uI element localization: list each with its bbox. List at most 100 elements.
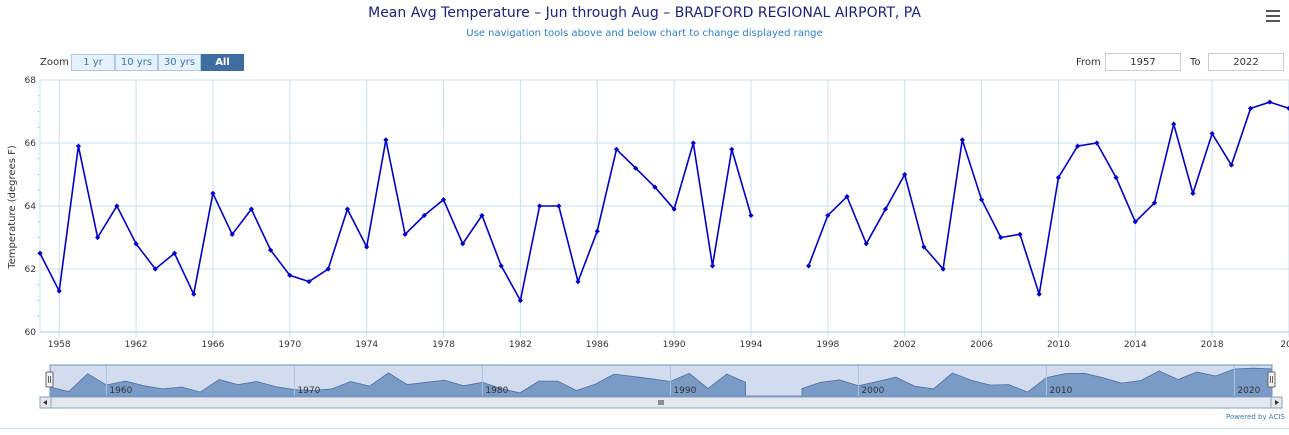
scroll-right-button[interactable] [1270,396,1283,409]
data-point[interactable] [652,184,658,190]
data-point[interactable] [479,212,485,219]
temperature-series-line[interactable] [39,101,1289,303]
data-point[interactable] [1075,143,1081,149]
data-point[interactable] [191,291,197,297]
navigator-label: 2010 [1049,386,1072,396]
data-point[interactable] [344,206,351,212]
data-point[interactable] [825,212,831,219]
data-point[interactable] [978,197,985,203]
scrollbar-thumb[interactable] [50,396,1272,409]
data-point[interactable] [998,234,1004,241]
data-point[interactable] [267,247,274,253]
hamburger-menu-icon[interactable] [1266,10,1280,22]
navigator-right-handle[interactable] [1267,371,1276,388]
data-point[interactable] [709,263,716,269]
navigator-left-handle[interactable] [45,371,54,388]
y-axis-label: Temperature (degrees F) [7,145,18,270]
data-point[interactable] [1094,140,1100,146]
data-point[interactable] [152,266,158,272]
data-point[interactable] [56,288,62,294]
x-tick-label: 1986 [586,340,609,350]
navigator-label: 2020 [1237,386,1260,396]
data-point[interactable] [364,244,370,250]
data-point[interactable] [537,203,543,209]
x-tick-label: 1994 [740,340,763,350]
data-point[interactable] [729,146,735,152]
data-point[interactable] [37,250,43,256]
data-point[interactable] [171,250,178,256]
zoom-label: Zoom [40,57,69,68]
data-point[interactable] [806,263,812,269]
data-point[interactable] [95,234,101,241]
data-point[interactable] [1267,99,1273,105]
data-point[interactable] [498,263,504,269]
data-point[interactable] [287,272,293,278]
data-point[interactable] [844,193,850,200]
data-point[interactable] [940,266,946,272]
data-point[interactable] [229,231,235,237]
zoom-10yrs-button[interactable]: 10 yrs [115,54,158,71]
data-point[interactable] [863,241,869,247]
data-point[interactable] [594,228,600,234]
x-tick-label: 1962 [125,340,148,350]
data-point[interactable] [1190,190,1196,196]
y-tick-label: 64 [25,202,37,212]
zoom-all-button[interactable]: All [201,54,244,71]
y-minor-tick [38,174,39,175]
data-point[interactable] [1036,291,1042,297]
data-point[interactable] [1055,175,1062,181]
powered-by-credit[interactable]: Powered by ACIS [1226,413,1285,421]
data-point[interactable] [1247,105,1254,111]
x-tick-label: 1958 [48,340,71,350]
data-point[interactable] [1228,162,1234,168]
data-point[interactable] [1113,175,1119,181]
zoom-1yr-button[interactable]: 1 yr [71,54,115,71]
from-date-input[interactable] [1105,53,1181,71]
data-point[interactable] [402,231,408,237]
data-point[interactable] [1286,105,1289,111]
data-point[interactable] [921,244,927,250]
x-tick-label: 1970 [278,340,301,350]
navigator-label: 1980 [485,386,508,396]
data-point[interactable] [902,171,908,178]
data-point[interactable] [613,146,620,152]
data-point[interactable] [556,203,562,209]
x-tick-label: 2002 [893,340,916,350]
data-point[interactable] [1132,219,1138,225]
data-point[interactable] [460,241,466,247]
chevron-right-icon [1275,400,1279,405]
data-point[interactable] [671,206,677,212]
data-point[interactable] [1209,130,1215,137]
data-point[interactable] [248,206,254,212]
data-point[interactable] [1017,231,1023,237]
data-point[interactable] [517,297,523,304]
data-point[interactable] [959,137,965,143]
data-point[interactable] [575,279,581,285]
scroll-left-button[interactable] [39,396,52,409]
data-point[interactable] [690,140,696,146]
data-point[interactable] [306,279,312,285]
data-point[interactable] [383,137,389,143]
data-point[interactable] [325,266,331,272]
data-point[interactable] [210,190,216,196]
to-date-input[interactable] [1208,53,1284,71]
y-tick-label: 60 [25,328,37,338]
data-point[interactable] [114,203,120,209]
y-minor-tick [38,237,39,238]
data-point[interactable] [75,143,82,149]
data-point[interactable] [882,206,889,212]
data-point[interactable] [748,212,754,219]
zoom-30yrs-button[interactable]: 30 yrs [158,54,201,71]
data-point[interactable] [1171,121,1177,127]
data-point[interactable] [133,241,139,247]
x-tick-label: 2014 [1124,340,1147,350]
y-tick-label: 66 [25,139,37,149]
data-point[interactable] [440,197,447,203]
y-minor-tick [38,158,39,160]
data-point[interactable] [421,212,427,219]
data-point[interactable] [633,165,639,171]
navigator-series-area [49,372,746,397]
navigator-label: 2000 [861,386,884,396]
data-point[interactable] [1151,200,1158,206]
